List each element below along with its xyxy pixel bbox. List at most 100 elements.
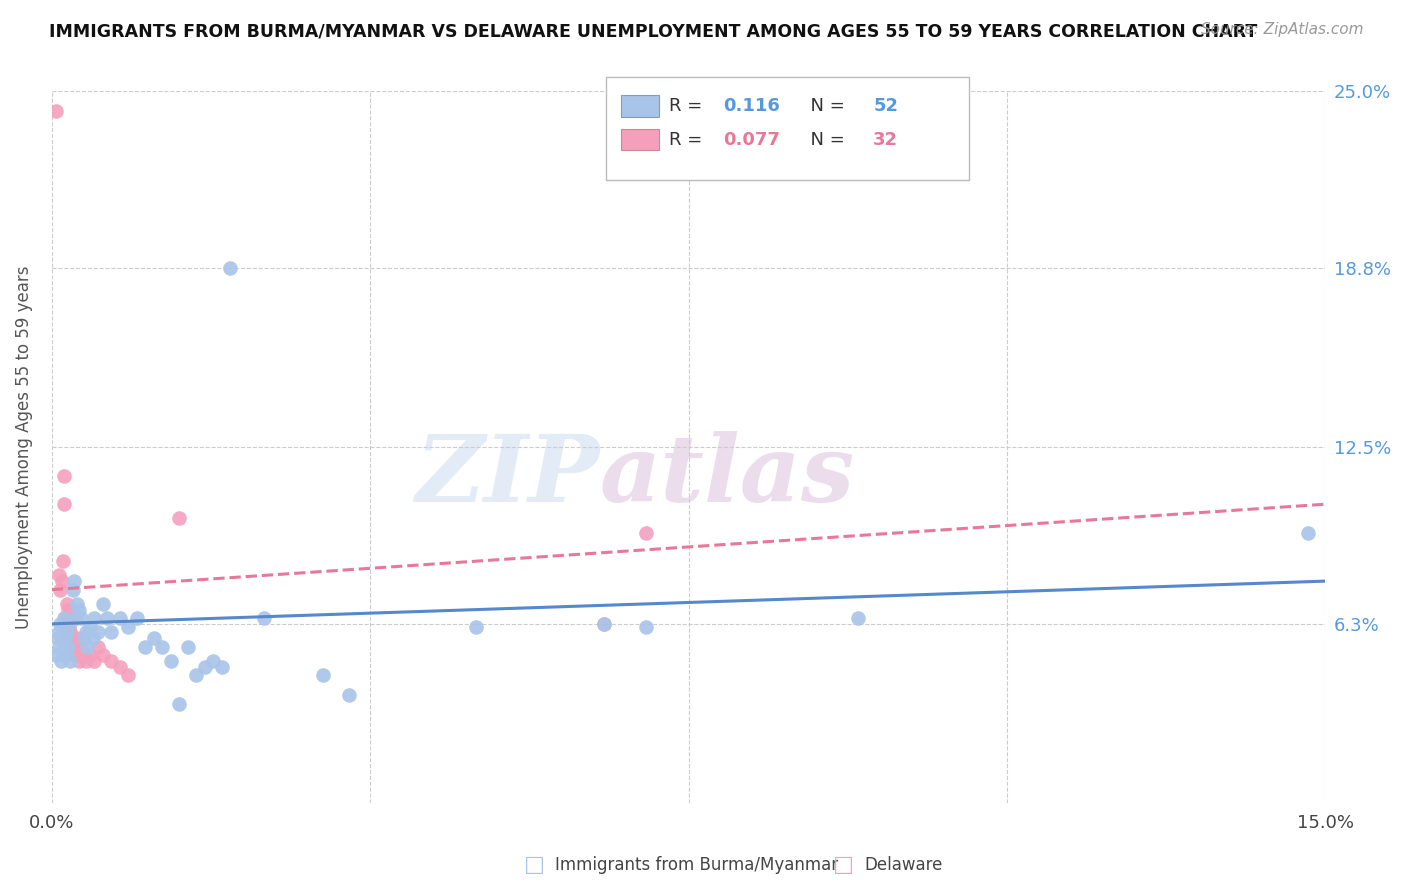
Text: 0.116: 0.116 <box>723 97 780 115</box>
Point <box>52 468 75 483</box>
Point <box>55 648 77 662</box>
Point <box>848 611 870 625</box>
Point <box>636 620 658 634</box>
Point <box>184 668 207 682</box>
Text: □: □ <box>834 855 853 875</box>
Point <box>45 104 67 119</box>
Point <box>67 602 90 616</box>
Point <box>73 631 96 645</box>
Point <box>100 654 122 668</box>
Point <box>100 625 122 640</box>
Point <box>45 648 67 662</box>
Point <box>194 659 217 673</box>
Text: N =: N = <box>800 130 851 149</box>
Point <box>176 640 198 654</box>
Point <box>53 611 76 625</box>
Point <box>58 616 80 631</box>
Text: IMMIGRANTS FROM BURMA/MYANMAR VS DELAWARE UNEMPLOYMENT AMONG AGES 55 TO 59 YEARS: IMMIGRANTS FROM BURMA/MYANMAR VS DELAWAR… <box>49 22 1257 40</box>
Point <box>91 597 114 611</box>
Point <box>337 688 360 702</box>
Point <box>79 620 101 634</box>
Point <box>96 611 118 625</box>
Point <box>83 611 105 625</box>
Point <box>592 616 614 631</box>
Text: 52: 52 <box>873 97 898 115</box>
Point <box>142 631 165 645</box>
Point <box>125 611 148 625</box>
FancyBboxPatch shape <box>621 129 659 150</box>
Point <box>51 574 73 588</box>
Point <box>65 611 87 625</box>
Point <box>52 640 75 654</box>
Point <box>219 260 242 275</box>
Point <box>48 640 70 654</box>
Point <box>592 616 614 631</box>
Point <box>51 631 73 645</box>
Text: 0.077: 0.077 <box>723 130 780 149</box>
Point <box>253 611 276 625</box>
Point <box>167 511 190 525</box>
Point <box>55 625 77 640</box>
Point <box>63 640 86 654</box>
Point <box>53 631 76 645</box>
Point <box>150 640 173 654</box>
Point <box>65 631 87 645</box>
Point <box>49 654 72 668</box>
Point <box>167 697 190 711</box>
Text: Immigrants from Burma/Myanmar: Immigrants from Burma/Myanmar <box>555 856 838 874</box>
Point <box>79 648 101 662</box>
Point <box>465 620 488 634</box>
Point <box>52 620 75 634</box>
Point <box>211 659 233 673</box>
Point <box>108 659 131 673</box>
Point <box>202 654 225 668</box>
FancyBboxPatch shape <box>606 77 969 180</box>
Point <box>75 625 97 640</box>
Text: □: □ <box>524 855 544 875</box>
Point <box>59 654 82 668</box>
Point <box>636 525 658 540</box>
Point <box>108 611 131 625</box>
Point <box>62 611 84 625</box>
Text: atlas: atlas <box>599 431 855 521</box>
Text: R =: R = <box>669 97 709 115</box>
Point <box>56 602 79 616</box>
Point <box>82 631 104 645</box>
Text: 32: 32 <box>873 130 898 149</box>
Point <box>49 616 72 631</box>
Point <box>59 625 82 640</box>
Point <box>70 611 93 625</box>
Point <box>87 640 110 654</box>
Text: ZIP: ZIP <box>415 431 599 521</box>
Point <box>56 640 79 654</box>
FancyBboxPatch shape <box>621 95 659 117</box>
Point <box>76 640 98 654</box>
Point <box>87 625 110 640</box>
Point <box>49 582 72 597</box>
Text: N =: N = <box>800 97 851 115</box>
Point <box>56 597 79 611</box>
Point <box>62 582 84 597</box>
Point <box>46 631 69 645</box>
Point <box>134 640 156 654</box>
Text: Source: ZipAtlas.com: Source: ZipAtlas.com <box>1201 22 1364 37</box>
Point <box>53 611 76 625</box>
Point <box>91 648 114 662</box>
Point <box>48 568 70 582</box>
Point <box>1298 525 1320 540</box>
Point <box>53 497 76 511</box>
Text: Delaware: Delaware <box>865 856 943 874</box>
Point <box>66 648 89 662</box>
Point <box>60 631 83 645</box>
Point <box>52 554 75 568</box>
Point <box>66 597 89 611</box>
Point <box>70 640 93 654</box>
Point <box>56 625 79 640</box>
Text: R =: R = <box>669 130 709 149</box>
Point <box>67 654 90 668</box>
Point <box>48 625 70 640</box>
Point <box>58 620 80 634</box>
Point <box>75 654 97 668</box>
Point <box>73 648 96 662</box>
Point <box>83 654 105 668</box>
